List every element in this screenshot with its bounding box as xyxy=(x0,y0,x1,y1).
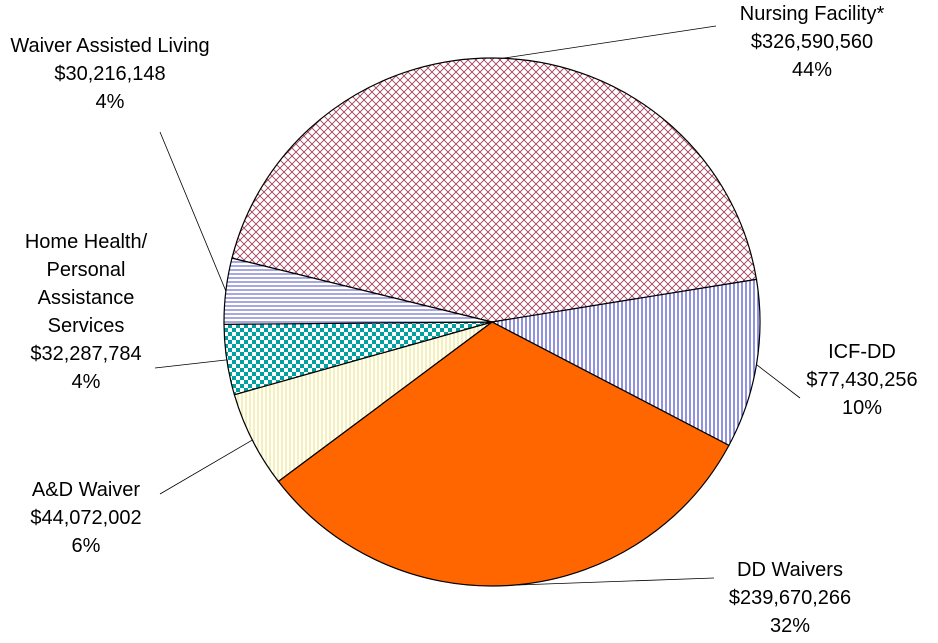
value-label: $239,670,266 xyxy=(729,587,851,609)
pie-slice xyxy=(231,57,758,323)
label-line: ICF-DD xyxy=(828,341,896,363)
label-line: Home Health/ xyxy=(25,231,148,253)
pie-slice xyxy=(490,278,761,447)
category-label: ICF-DD xyxy=(828,341,896,363)
label-line: Nursing Facility* xyxy=(740,3,885,25)
leader-line xyxy=(502,25,717,59)
pie-slice xyxy=(223,257,493,325)
category-label: Home Health/Personal Assistance Services xyxy=(25,231,148,337)
category-label: Nursing Facility* xyxy=(740,3,885,25)
value-label: $326,590,560 xyxy=(751,31,873,53)
label-line: Assistance xyxy=(38,287,135,309)
category-label: Waiver Assisted Living xyxy=(10,35,209,57)
label-line: DD Waivers xyxy=(737,559,843,581)
percent-label: 4% xyxy=(72,371,101,393)
percent-label: 10% xyxy=(842,397,882,419)
percent-label: 32% xyxy=(770,615,810,637)
label-line: A&D Waiver xyxy=(32,479,141,501)
percent-label: 4% xyxy=(96,91,125,113)
value-label: $44,072,002 xyxy=(30,507,141,529)
label-line: Personal xyxy=(47,259,126,281)
percent-label: 6% xyxy=(72,535,101,557)
label-line: Waiver Assisted Living xyxy=(10,35,209,57)
category-label: DD Waivers xyxy=(737,559,843,581)
label-line: Services xyxy=(48,315,125,337)
value-label: $30,216,148 xyxy=(54,63,165,85)
leader-line xyxy=(159,131,227,292)
value-label: $32,287,784 xyxy=(30,343,141,365)
leader-line xyxy=(154,359,227,369)
leader-line xyxy=(159,439,253,495)
category-label: A&D Waiver xyxy=(32,479,141,501)
percent-label: 44% xyxy=(792,59,832,81)
leader-line xyxy=(513,577,715,586)
leader-line xyxy=(756,364,801,399)
value-label: $77,430,256 xyxy=(806,369,917,391)
pie-slice xyxy=(277,321,730,587)
